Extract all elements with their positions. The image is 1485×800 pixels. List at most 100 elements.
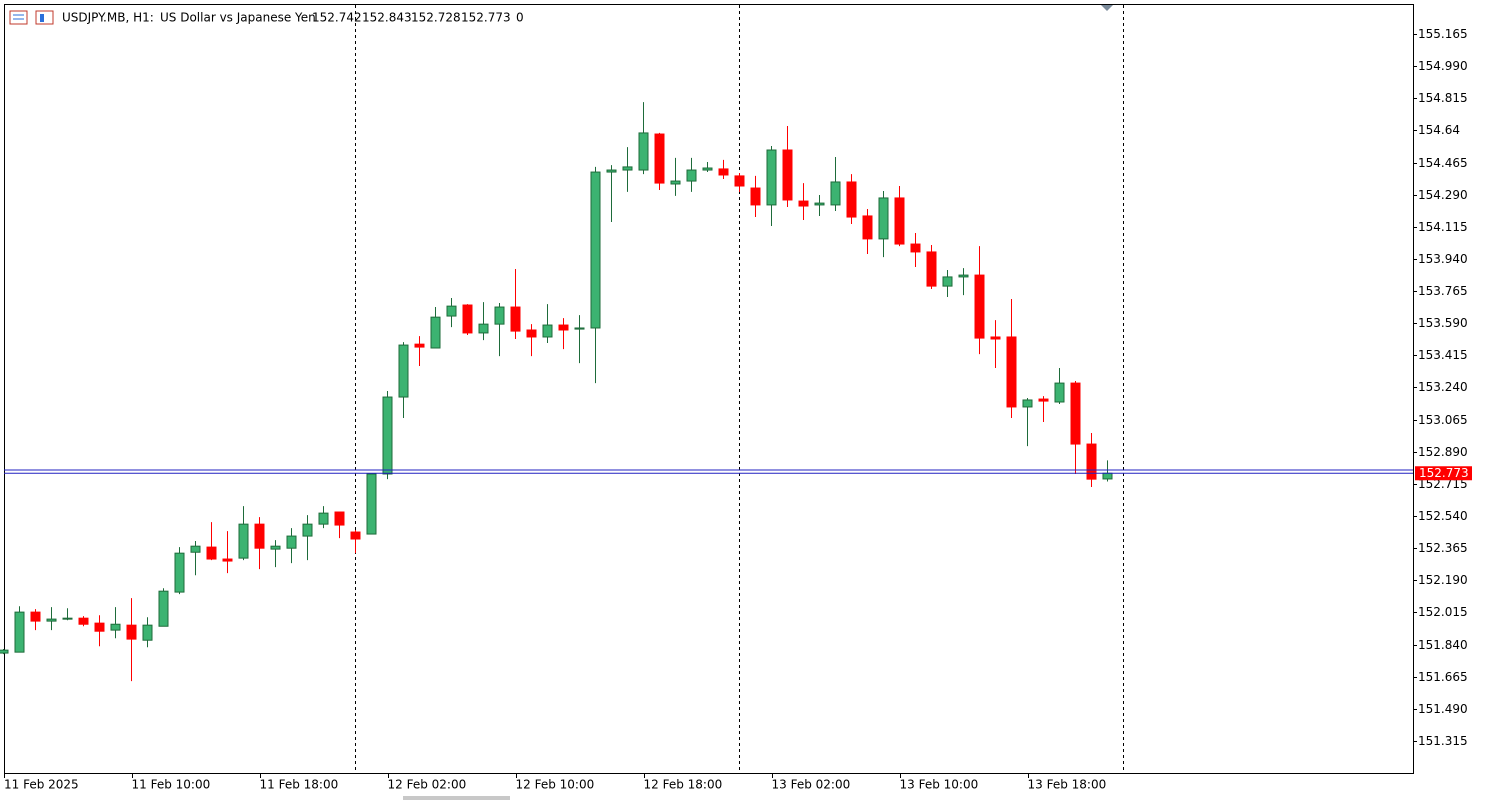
candle-body <box>382 396 393 475</box>
candle-body <box>478 323 489 334</box>
candle-body <box>638 132 649 171</box>
x-tick-label: 12 Feb 18:00 <box>644 778 723 792</box>
candle-body <box>670 180 681 185</box>
candle-body <box>910 243 921 253</box>
y-tick-label: 152.365 <box>1418 541 1468 555</box>
candle-body <box>430 316 441 349</box>
candle-body <box>862 215 873 240</box>
candle-body <box>1054 382 1065 403</box>
candle-body <box>526 329 537 338</box>
candle-body <box>238 523 249 559</box>
candle-body <box>750 187 761 206</box>
y-tick-label: 153.590 <box>1418 316 1468 330</box>
candle-body <box>718 168 729 176</box>
candle-body <box>286 535 297 549</box>
candle-body <box>254 523 265 549</box>
shift-marker[interactable] <box>1101 5 1113 11</box>
x-tick-label: 13 Feb 18:00 <box>1028 778 1107 792</box>
y-tick-label: 153.940 <box>1418 252 1468 266</box>
candle-body <box>606 169 617 173</box>
candle-body <box>494 306 505 325</box>
x-tick-label: 11 Feb 10:00 <box>132 778 211 792</box>
candle-body <box>974 274 985 339</box>
candle-body <box>574 327 585 330</box>
candle-body <box>590 171 601 329</box>
y-tick-label: 154.465 <box>1418 156 1468 170</box>
candle-body <box>926 251 937 287</box>
header: USDJPY.MB, H1: US Dollar vs Japanese Yen… <box>9 10 524 25</box>
icon-bar <box>40 14 44 22</box>
candle-body <box>782 149 793 201</box>
y-tick-label: 151.490 <box>1418 702 1468 716</box>
candle-body <box>398 344 409 398</box>
x-tick-label: 12 Feb 02:00 <box>388 778 467 792</box>
y-tick-label: 153.065 <box>1418 413 1468 427</box>
scrollbar[interactable] <box>403 796 510 800</box>
plot-frame <box>4 4 1414 774</box>
candle-body <box>798 200 809 207</box>
y-tick-label: 154.64 <box>1418 123 1460 137</box>
last-price-label: 152.773 <box>1419 466 1469 480</box>
candle-body <box>766 149 777 206</box>
y-tick-label: 153.415 <box>1418 348 1468 362</box>
x-tick-label: 13 Feb 02:00 <box>772 778 851 792</box>
candle-body <box>302 523 313 537</box>
candle-body <box>318 512 329 525</box>
candle-body <box>78 617 89 625</box>
candle-body <box>1006 336 1017 408</box>
y-tick-label: 154.115 <box>1418 220 1468 234</box>
chart-subtitle: US Dollar vs Japanese Yen <box>160 11 316 25</box>
candle-body <box>894 197 905 245</box>
candle-body <box>414 343 425 348</box>
candle-body <box>702 167 713 171</box>
candle-body <box>62 617 73 620</box>
header-low: 152.728 <box>411 11 461 25</box>
x-tick-label: 13 Feb 10:00 <box>900 778 979 792</box>
candle-body <box>14 611 25 653</box>
candle-body <box>1070 382 1081 445</box>
y-tick-label: 155.165 <box>1418 27 1468 41</box>
y-tick-label: 151.315 <box>1418 734 1468 748</box>
candle-body <box>334 511 345 526</box>
candle-body <box>814 202 825 206</box>
candle-body <box>1102 472 1113 480</box>
y-tick-label: 153.765 <box>1418 284 1468 298</box>
candle-body <box>734 175 745 187</box>
x-tick-label: 12 Feb 10:00 <box>516 778 595 792</box>
candle-body <box>0 649 9 654</box>
candle-body <box>686 169 697 182</box>
chart-icon[interactable] <box>35 10 54 25</box>
candle-body <box>46 618 57 622</box>
candle-body <box>1086 443 1097 480</box>
candle-body <box>270 545 281 550</box>
menu-icon[interactable] <box>9 10 28 25</box>
candle-body <box>958 274 969 278</box>
candle-body <box>94 622 105 632</box>
candle-body <box>462 304 473 334</box>
candle-body <box>350 531 361 540</box>
y-tick-label: 153.240 <box>1418 380 1468 394</box>
header-volume: 0 <box>516 11 524 25</box>
candle-body <box>542 324 553 338</box>
candle-body <box>30 611 41 622</box>
candle-body <box>174 552 185 593</box>
candle-body <box>366 473 377 535</box>
x-tick-label: 11 Feb 18:00 <box>260 778 339 792</box>
chart-title: USDJPY.MB, H1: <box>62 11 154 25</box>
candle-body <box>446 305 457 317</box>
candle-body <box>206 546 217 560</box>
candle-body <box>1022 399 1033 408</box>
header-open: 152.742 <box>312 11 362 25</box>
candle-body <box>110 623 121 631</box>
y-tick-label: 151.665 <box>1418 670 1468 684</box>
candle-body <box>222 558 233 562</box>
candle-body <box>990 336 1001 340</box>
candle-body <box>158 590 169 627</box>
candle-body <box>1038 398 1049 402</box>
candle-body <box>622 166 633 171</box>
last-price-box <box>1415 466 1472 481</box>
candle-body <box>830 181 841 206</box>
